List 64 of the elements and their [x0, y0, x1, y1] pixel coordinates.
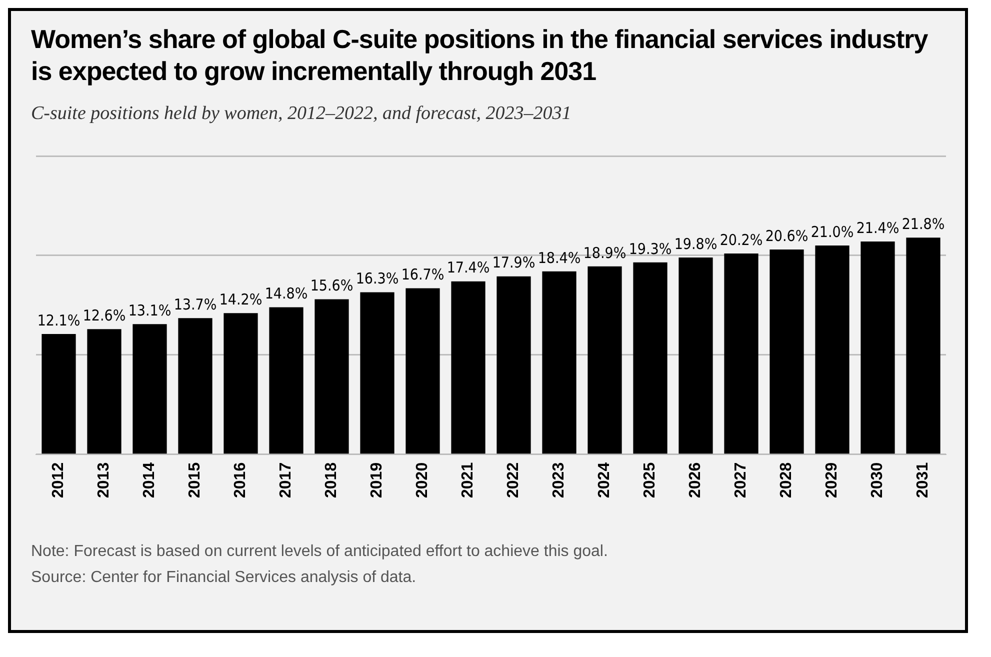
x-tick-label: 2025 [642, 462, 659, 498]
chart-subtitle: C-suite positions held by women, 2012–2022, and forecast, 2023–2031 [31, 103, 572, 125]
data-label: 21.8% [902, 214, 945, 233]
x-tick-label: 2027 [732, 462, 750, 498]
bar [178, 318, 212, 454]
bar [860, 242, 895, 454]
bar [496, 276, 531, 454]
data-label: 18.4% [538, 248, 581, 267]
bar [815, 246, 850, 454]
bar [451, 281, 486, 454]
x-tick-label: 2030 [869, 462, 886, 498]
bar [406, 288, 440, 454]
x-tick-label: 2015 [186, 462, 204, 498]
data-label: 17.4% [446, 258, 490, 277]
x-tick-label: 2020 [414, 462, 432, 498]
data-label: 14.8% [264, 284, 308, 303]
chart-title: Women’s share of global C-suite positions in the financial services industry is expected to grow incrementally through 2031 [31, 23, 929, 87]
x-tick-label: 2019 [368, 462, 386, 498]
data-label: 12.6% [82, 306, 126, 324]
data-label: 16.7% [401, 266, 444, 284]
x-tick-label: 2018 [323, 462, 340, 498]
x-tick-label: 2028 [778, 462, 796, 498]
x-tick-label: 2029 [824, 462, 841, 498]
bar [314, 299, 349, 454]
bar [87, 329, 122, 454]
bar [42, 334, 76, 454]
bar [360, 292, 394, 454]
data-label: 17.9% [492, 254, 536, 272]
x-tick-label: 2017 [278, 462, 295, 498]
bar [132, 324, 167, 454]
data-label: 12.1% [37, 311, 80, 330]
bar [224, 313, 258, 454]
bar [770, 250, 804, 454]
data-label: 21.0% [810, 222, 854, 241]
data-label: 13.1% [128, 301, 172, 320]
bar [269, 307, 304, 454]
x-tick-label: 2026 [687, 462, 704, 498]
x-tick-label: 2016 [232, 462, 250, 498]
x-tick-label: 2031 [914, 462, 932, 498]
text: Note: Forecast is based on current levels of anticipated effort to achieve this goal. [31, 542, 608, 562]
data-label: 19.8% [674, 234, 718, 253]
data-label: 14.2% [219, 290, 262, 309]
bar [633, 262, 668, 454]
x-tick-label: 2012 [50, 462, 68, 498]
x-tick-label: 2014 [141, 462, 158, 498]
x-tick-label: 2021 [460, 462, 477, 498]
data-label: 18.9% [583, 244, 626, 262]
bar [588, 266, 622, 454]
bar [678, 257, 713, 454]
data-label: 19.3% [628, 240, 672, 258]
data-label: 20.6% [765, 226, 808, 245]
data-label: 15.6% [310, 276, 354, 295]
bar [906, 238, 940, 454]
x-tick-label: 2024 [596, 462, 614, 498]
bar [724, 253, 758, 454]
source-note: Source: Center for Financial Services analysis of data. [31, 568, 418, 588]
data-label: 16.3% [356, 270, 399, 288]
x-tick-label: 2023 [550, 462, 568, 498]
x-tick-label: 2022 [505, 462, 522, 498]
data-label: 13.7% [174, 296, 217, 314]
data-label: 21.4% [856, 218, 900, 237]
bar [542, 271, 576, 454]
x-tick-label: 2013 [96, 462, 113, 498]
data-label: 20.2% [720, 230, 763, 249]
